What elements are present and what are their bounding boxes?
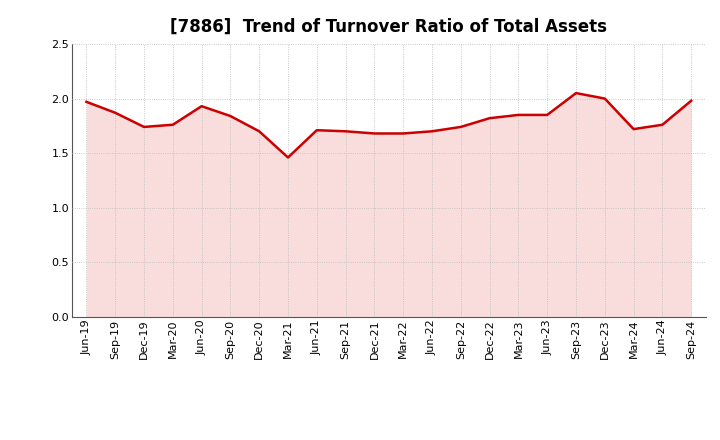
Text: [7886]  Trend of Turnover Ratio of Total Assets: [7886] Trend of Turnover Ratio of Total …	[171, 18, 607, 36]
